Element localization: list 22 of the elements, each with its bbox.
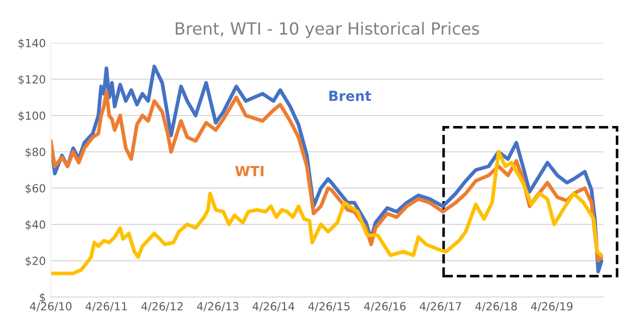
x-tick-label: 4/26/10 [30, 302, 72, 312]
y-tick-label: $120 [18, 74, 46, 86]
x-tick-label: 4/26/16 [364, 302, 406, 312]
text: WTI [235, 166, 264, 176]
line-series [50, 150, 604, 276]
x-tick-label: 4/26/12 [141, 302, 183, 312]
x-tick-label: 4/26/19 [531, 302, 573, 312]
y-tick-label: $60 [26, 184, 46, 194]
x-tick-label: 4/26/17 [420, 302, 462, 312]
text: Brent [329, 90, 372, 102]
chart-title: Brent, WTI - 10 year Historical Prices [176, 22, 480, 38]
y-tick-label: $80 [26, 148, 46, 158]
y-tick-label: $100 [18, 111, 46, 122]
y-tick-label: $ [40, 292, 46, 303]
x-tick-label: 4/26/15 [308, 302, 350, 312]
x-tick-label: 4/26/14 [252, 302, 294, 312]
x-tick-label: 4/26/18 [475, 302, 517, 312]
x-tick-label: 4/26/13 [197, 302, 238, 312]
y-tick-label: $140 [18, 38, 46, 49]
y-tick-label: $40 [26, 220, 46, 230]
x-tick-label: 4/26/11 [86, 302, 127, 312]
y-tick-label: $20 [26, 256, 46, 267]
